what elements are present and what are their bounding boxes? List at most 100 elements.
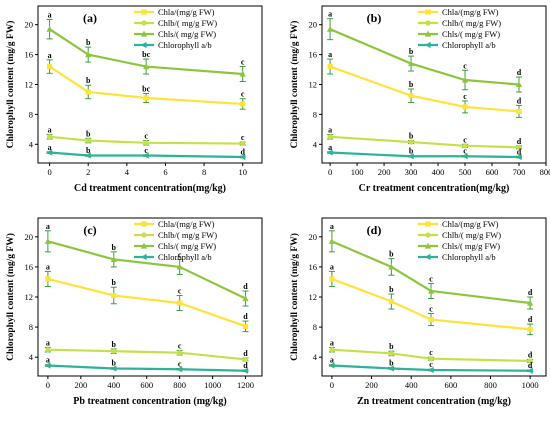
panel-d: 0 200 400 600 800 1000 4 8 12 16 20 Zn treatment co… [289, 217, 547, 407]
significance-letter: d [240, 147, 245, 156]
x-tick-label: 400 [107, 380, 120, 390]
series-ratio: a b c d [326, 143, 523, 161]
series-line [329, 65, 520, 113]
x-tick-label: 700 [513, 167, 526, 177]
legend-label: Chla/(mg/g FW) [442, 219, 499, 229]
y-tick-label: 20 [25, 20, 34, 30]
significance-letter: c [241, 133, 245, 142]
data-point [85, 89, 91, 95]
panel-letter: (a) [83, 11, 97, 25]
series-line [330, 151, 520, 159]
data-point [84, 152, 91, 159]
y-tick-label: 16 [309, 262, 318, 272]
data-point [388, 298, 394, 305]
significance-letter: d [243, 312, 248, 321]
y-axis-label: Chlorophyll content (mg/g FW) [289, 233, 300, 361]
data-point [527, 358, 533, 364]
x-tick-label: 0 [328, 167, 332, 177]
significance-letter: b [409, 80, 414, 89]
y-tick-label: 16 [25, 50, 34, 60]
data-point [428, 316, 434, 323]
data-point [516, 144, 522, 150]
significance-letter: a [46, 222, 50, 231]
significance-letter: b [112, 243, 117, 252]
data-point [327, 134, 333, 140]
significance-letter: b [389, 285, 394, 294]
y-tick-label: 20 [309, 20, 318, 30]
significance-letter: b [409, 47, 414, 56]
significance-letter: d [528, 288, 533, 297]
significance-letter: c [463, 147, 467, 156]
significance-letter: c [178, 341, 182, 350]
data-point [515, 153, 522, 161]
significance-letter: a [330, 262, 334, 271]
significance-letter: c [429, 360, 433, 369]
legend-marker [425, 9, 431, 15]
legend-marker [425, 20, 431, 26]
y-tick-label: 12 [309, 80, 318, 90]
panel-b: 0 100 200 300 400 500 600 700 800 4 8 12 16 20 Cr trea… [289, 5, 550, 194]
significance-letter: a [48, 10, 52, 19]
series-line [331, 277, 531, 331]
y-tick-label: 4 [313, 139, 318, 149]
legend-label: Chlorophyll a/b [442, 40, 496, 50]
x-tick-label: 2 [86, 167, 90, 177]
legend-marker [141, 20, 147, 26]
data-point [329, 276, 335, 282]
x-tick-label: 600 [486, 167, 499, 177]
significance-letter: d [528, 361, 533, 370]
y-tick-label: 4 [313, 352, 318, 362]
significance-letter: a [46, 262, 50, 271]
significance-letter: d [517, 68, 522, 77]
x-tick-label: 8 [202, 167, 206, 177]
significance-letter: a [48, 143, 52, 152]
series-line [330, 135, 520, 149]
legend-marker [141, 9, 147, 15]
legend-label: Chlb/( mg/g FW) [442, 18, 501, 28]
significance-letter: a [46, 338, 50, 347]
series-line [329, 28, 520, 86]
series-ratio: a b c d [44, 356, 249, 374]
significance-letter: a [48, 126, 52, 135]
x-tick-label: 0 [46, 380, 50, 390]
x-tick-label: 800 [484, 380, 497, 390]
y-tick-label: 12 [25, 80, 34, 90]
x-tick-label: 800 [540, 167, 550, 177]
significance-letter: c [178, 359, 182, 368]
data-point [327, 63, 333, 70]
data-point [239, 70, 246, 77]
data-point [242, 323, 249, 329]
significance-letter: a [328, 50, 332, 59]
series-line [48, 65, 243, 106]
data-point [176, 366, 183, 373]
y-tick-label: 8 [313, 322, 317, 332]
panel-letter: (d) [367, 223, 382, 237]
significance-letter: a [330, 338, 334, 347]
significance-letter: a [328, 126, 332, 135]
legend-label: Chls/( mg/g FW) [442, 29, 500, 39]
legend-label: Chlorophyll a/b [158, 40, 212, 50]
significance-letter: a [46, 356, 50, 365]
data-point [46, 63, 53, 70]
legend-label: Chlorophyll a/b [158, 252, 212, 262]
panel-letter: (b) [367, 11, 382, 25]
legend-label: Chla/(mg/g FW) [158, 7, 215, 17]
data-point [85, 137, 91, 144]
significance-letter: b [86, 76, 91, 85]
data-point [242, 367, 249, 374]
data-point [143, 63, 150, 70]
legend: Chla/(mg/g FW)Chlb/( mg/g FW)Chls/( mg/g… [418, 219, 501, 262]
data-point [45, 347, 51, 353]
legend-marker [425, 232, 431, 238]
significance-letter: b [112, 340, 117, 349]
x-tick-label: 0 [47, 167, 51, 177]
panel-a: 0 2 4 6 8 10 4 8 12 16 20 Cd treatment concentratio… [5, 5, 263, 194]
legend-label: Chlb/( mg/g FW) [158, 230, 217, 240]
data-point [44, 362, 51, 369]
data-point [408, 139, 414, 145]
data-point [143, 95, 149, 101]
x-tick-label: 200 [378, 167, 391, 177]
x-tick-label: 1000 [204, 380, 221, 390]
x-tick-label: 400 [432, 167, 445, 177]
x-tick-label: 800 [173, 380, 186, 390]
